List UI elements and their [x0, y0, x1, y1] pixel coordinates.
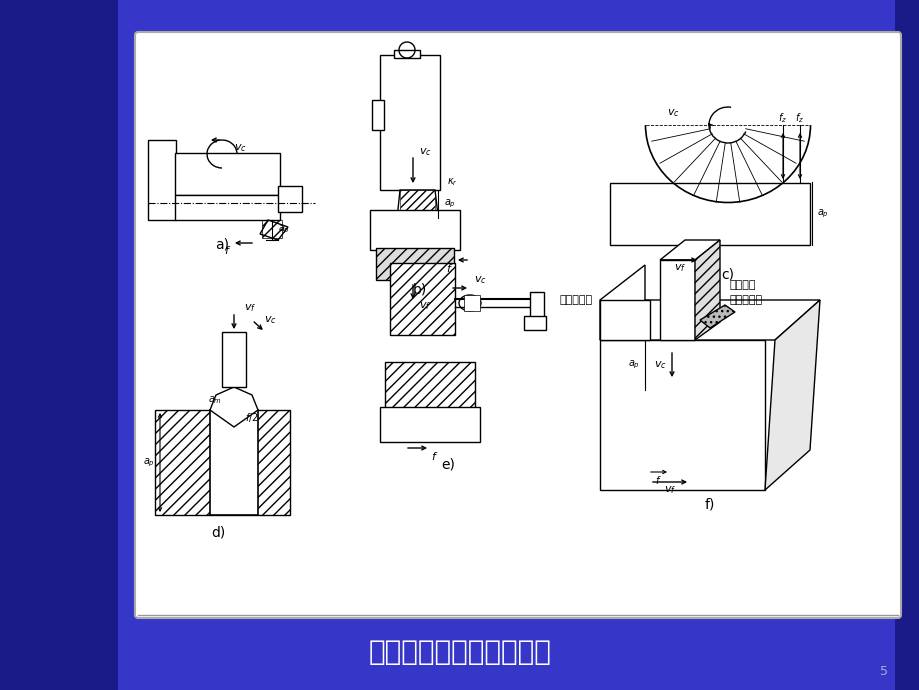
Polygon shape	[694, 240, 720, 340]
Bar	[894, 0, 919, 690]
Text: $v_c$: $v_c$	[418, 146, 431, 158]
Text: d): d)	[210, 525, 225, 539]
Text: $f_z$: $f_z$	[777, 111, 787, 125]
Text: 已加工表面: 已加工表面	[729, 295, 762, 305]
Text: $v_f$: $v_f$	[244, 302, 255, 314]
Text: $v_c$: $v_c$	[652, 359, 665, 371]
Text: $f_z$: $f_z$	[795, 111, 804, 125]
Bar	[599, 340, 765, 490]
Polygon shape	[599, 300, 819, 340]
Text: c): c)	[720, 268, 733, 282]
Text: 过渡表面: 过渡表面	[729, 280, 755, 290]
Bar	[175, 153, 279, 195]
Bar	[210, 410, 257, 515]
Polygon shape	[699, 305, 734, 328]
Bar	[393, 50, 420, 58]
Text: $v_c$: $v_c$	[264, 314, 276, 326]
Polygon shape	[765, 300, 819, 490]
Polygon shape	[260, 220, 288, 240]
Bar	[384, 362, 474, 410]
Bar	[369, 210, 460, 250]
FancyBboxPatch shape	[135, 32, 900, 618]
Polygon shape	[659, 240, 720, 260]
Bar	[380, 407, 480, 442]
Bar	[371, 100, 383, 130]
Text: 各种切削加工的切削运动: 各种切削加工的切削运动	[369, 638, 550, 666]
Text: $a_p$: $a_p$	[816, 208, 828, 220]
Polygon shape	[397, 190, 437, 219]
Bar	[376, 248, 453, 280]
Text: e): e)	[440, 458, 454, 472]
Polygon shape	[659, 260, 694, 340]
Bar	[148, 140, 176, 220]
Bar	[262, 220, 282, 238]
Bar	[609, 183, 809, 245]
Text: 待加工表面: 待加工表面	[560, 295, 593, 305]
Bar	[0, 0, 118, 690]
Text: a): a)	[215, 238, 229, 252]
Text: $f$: $f$	[431, 450, 438, 462]
Text: $f$: $f$	[224, 244, 232, 256]
Bar	[599, 300, 650, 340]
Text: $f/2$: $f/2$	[245, 411, 258, 424]
Text: $a_p$: $a_p$	[628, 359, 640, 371]
Text: $v_c$: $v_c$	[473, 274, 486, 286]
Bar	[524, 316, 545, 330]
Text: $v_f$: $v_f$	[418, 300, 431, 312]
Bar	[380, 55, 439, 190]
Polygon shape	[210, 387, 257, 427]
Bar	[221, 332, 245, 387]
Text: $a_p$: $a_p$	[444, 198, 456, 210]
Text: $a_p$: $a_p$	[142, 457, 154, 469]
Text: $f$: $f$	[654, 474, 661, 486]
Text: b): b)	[413, 283, 426, 297]
Text: $f$: $f$	[446, 262, 453, 274]
Polygon shape	[599, 265, 644, 340]
Text: f): f)	[704, 498, 714, 512]
Text: $a_p$: $a_p$	[278, 224, 289, 236]
Text: $v_f$: $v_f$	[664, 484, 675, 496]
Bar	[463, 295, 480, 311]
Text: $\kappa_r$: $\kappa_r$	[446, 176, 457, 188]
Text: $v_c$: $v_c$	[666, 107, 678, 119]
Bar	[278, 186, 301, 212]
Text: $v_c$: $v_c$	[233, 142, 246, 154]
Text: 5: 5	[879, 664, 887, 678]
Text: $v_f$: $v_f$	[673, 262, 686, 274]
Bar	[390, 263, 455, 335]
Text: $a_m$: $a_m$	[208, 394, 221, 406]
Bar	[400, 190, 435, 218]
Bar	[154, 410, 289, 515]
Bar	[175, 195, 279, 220]
Bar	[529, 292, 543, 322]
